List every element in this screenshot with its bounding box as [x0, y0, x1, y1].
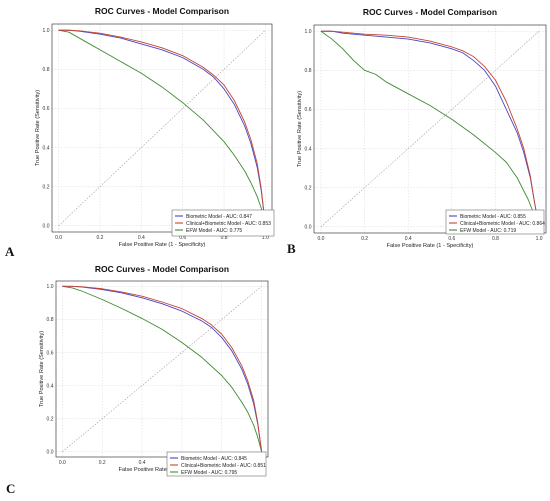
plot-frame — [51, 23, 273, 233]
roc-panel-c: 0.00.20.40.60.81.00.00.20.40.60.81.0ROC … — [6, 264, 269, 496]
legend-entry-biometric: Biometric Model - AUC: 0.845 — [181, 456, 247, 462]
x-tick-label: 0.2 — [361, 236, 368, 242]
legend-box — [166, 451, 267, 477]
x-axis-label: False Positive Rate (1 - Specificity) — [119, 242, 206, 248]
x-axis-label: False Positive Rate (1 - Specificity) — [387, 243, 474, 249]
series-line-clinical — [62, 285, 263, 452]
x-tick-label: 0.4 — [138, 235, 145, 241]
legend-entry-efw: EFW Model - AUC: 0.719 — [460, 228, 516, 234]
chart-title: ROC Curves - Model Comparison — [363, 7, 497, 17]
y-tick-label: 0.8 — [305, 68, 312, 74]
x-tick-label: 0.0 — [317, 236, 324, 242]
legend: Biometric Model - AUC: 0.847Clinical+Bio… — [171, 209, 275, 237]
plot-frame — [55, 280, 269, 458]
panel-letter: C — [6, 481, 15, 496]
roc-panel-b: 0.0 0.2 0.4 0.6 0.8 1.0 0.0 0.2 0.4 0.6 0.8 1.0 ROC … — [287, 7, 547, 256]
chart-title: ROC Curves - Model Comparison — [95, 264, 229, 274]
legend-box — [445, 209, 545, 235]
y-tick-label: 0.4 — [43, 145, 50, 151]
y-tick-label: 1.0 — [47, 284, 54, 290]
y-tick-label: 0.6 — [43, 106, 50, 112]
chart-title: ROC Curves - Model Comparison — [95, 6, 229, 16]
legend-entry-efw: EFW Model - AUC: 0.775 — [186, 228, 242, 234]
legend-entry-efw: EFW Model - AUC: 0.795 — [181, 470, 237, 476]
y-tick-label: 0.0 — [43, 224, 50, 230]
x-tick-label: 0.6 — [179, 235, 186, 241]
x-tick-label: 0.2 — [96, 235, 103, 241]
y-tick-label: 1.0 — [43, 28, 50, 34]
y-tick-label: 0.0 — [305, 225, 312, 231]
y-tick-label: 0.2 — [47, 416, 54, 422]
y-tick-label: 0.6 — [305, 107, 312, 113]
legend-entry-biometric: Biometric Model - AUC: 0.847 — [186, 214, 252, 220]
series-line-biometric — [62, 285, 263, 452]
reference-diagonal-line — [62, 286, 262, 452]
series-line-clinical — [58, 29, 266, 226]
x-tick-label: 1.0 — [262, 235, 269, 241]
roc-panel-a: 0.0 0.2 0.4 0.6 0.8 1.0 0.0 0.2 0.4 0.6 0.8 1.0 ROC … — [5, 6, 275, 259]
x-tick-label: 0.0 — [59, 460, 66, 466]
y-tick-label: 1.0 — [305, 29, 312, 35]
series-line-biometric — [320, 30, 540, 227]
legend-entry-clinical: Clinical+Biometric Model - AUC: 0.853 — [186, 221, 271, 227]
x-tick-label: 0.8 — [221, 235, 228, 241]
y-axis-label: True Positive Rate (Sensitivity) — [39, 331, 45, 407]
series-line-clinical — [320, 30, 540, 227]
y-tick-label: 0.4 — [305, 146, 312, 152]
y-tick-label: 0.8 — [47, 317, 54, 323]
y-tick-label: 0.6 — [47, 350, 54, 356]
y-tick-label: 0.4 — [47, 383, 54, 389]
panel-letter: A — [5, 244, 15, 259]
y-axis-label: True Positive Rate (Sensitivity) — [297, 91, 303, 167]
series-line-efw — [62, 285, 263, 452]
y-tick-label: 0.2 — [305, 185, 312, 191]
y-axis-label: True Positive Rate (Sensitivity) — [35, 90, 41, 166]
x-tick-label: 0.0 — [55, 235, 62, 241]
legend-box — [171, 209, 275, 237]
y-tick-label: 0.0 — [47, 450, 54, 456]
panel-letter: B — [287, 241, 296, 256]
x-tick-label: 0.6 — [448, 236, 455, 242]
reference-diagonal-line — [58, 30, 266, 226]
legend-entry-biometric: Biometric Model - AUC: 0.855 — [460, 214, 526, 220]
x-axis-label: False Positive Rate (1 - Specificity) — [119, 467, 206, 473]
legend-entry-clinical: Clinical+Biometric Model - AUC: 0.864 — [460, 221, 545, 227]
x-tick-label: 0.8 — [492, 236, 499, 242]
legend: Biometric Model - AUC: 0.845Clinical+Bio… — [166, 451, 267, 477]
x-tick-label: 0.4 — [405, 236, 412, 242]
legend: Biometric Model - AUC: 0.855Clinical+Bio… — [445, 209, 545, 235]
plot-frame — [313, 24, 547, 234]
series-line-efw — [58, 29, 266, 226]
series-line-efw — [320, 30, 540, 227]
y-tick-label: 0.2 — [43, 184, 50, 190]
x-tick-label: 0.2 — [99, 460, 106, 466]
series-line-biometric — [58, 29, 266, 226]
x-tick-label: 0.4 — [139, 460, 146, 466]
reference-diagonal-line — [320, 31, 540, 227]
x-tick-label: 1.0 — [536, 236, 543, 242]
legend-entry-clinical: Clinical+Biometric Model - AUC: 0.851 — [181, 463, 266, 469]
y-tick-label: 0.8 — [43, 67, 50, 73]
